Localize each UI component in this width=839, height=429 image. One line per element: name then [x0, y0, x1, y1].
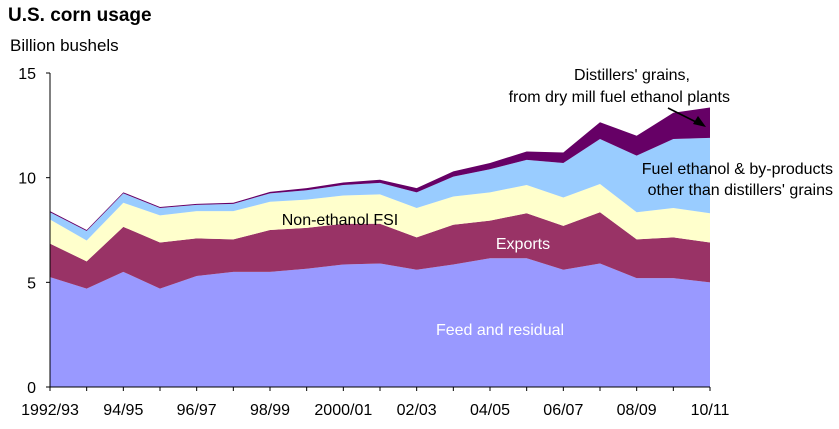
- x-tick-label: 04/05: [470, 402, 510, 419]
- x-tick-label: 10/11: [691, 402, 730, 419]
- x-tick-label: 96/97: [177, 402, 217, 419]
- label-fuel-ethanol-line1: Fuel ethanol & by-products: [642, 161, 833, 178]
- x-tick-label: 06/07: [543, 402, 583, 419]
- area-series-2: [50, 183, 710, 262]
- y-tick-label: 5: [27, 275, 36, 292]
- y-tick-label: 15: [18, 66, 36, 83]
- y-tick-label: 10: [18, 171, 36, 188]
- area-series-0: [50, 258, 710, 387]
- arrow-to-distillers-grains: [667, 107, 706, 127]
- label-distillers-grains-line2: from dry mill fuel ethanol plants: [509, 89, 730, 106]
- label-exports: Exports: [496, 236, 550, 253]
- x-tick-labels: 1992/93 94/95 96/97 98/99 2000/01 02/03 04/05 0…: [21, 402, 729, 419]
- area-series-3: [50, 137, 710, 241]
- label-distillers-grains-line1: Distillers' grains,: [574, 67, 690, 84]
- x-tick-label: 2000/01: [314, 402, 372, 419]
- x-tick-label: 1992/93: [21, 402, 79, 419]
- label-feed-and-residual: Feed and residual: [436, 322, 564, 339]
- y-axis-label: Billion bushels: [10, 36, 119, 55]
- label-fuel-ethanol-line2: other than distillers' grains: [648, 182, 833, 199]
- area-series-1: [50, 212, 710, 289]
- stacked-areas: [50, 107, 710, 387]
- chart-title: U.S. corn usage: [8, 5, 152, 26]
- y-tick-labels: 0 5 10 15: [18, 66, 36, 397]
- x-tick-label: 94/95: [103, 402, 143, 419]
- label-non-ethanol-fsi: Non-ethanol FSI: [282, 212, 399, 229]
- x-tick-label: 02/03: [397, 402, 437, 419]
- x-tick-label: 08/09: [617, 402, 657, 419]
- axes: [46, 72, 711, 391]
- x-tick-label: 98/99: [250, 402, 290, 419]
- y-tick-label: 0: [27, 380, 36, 397]
